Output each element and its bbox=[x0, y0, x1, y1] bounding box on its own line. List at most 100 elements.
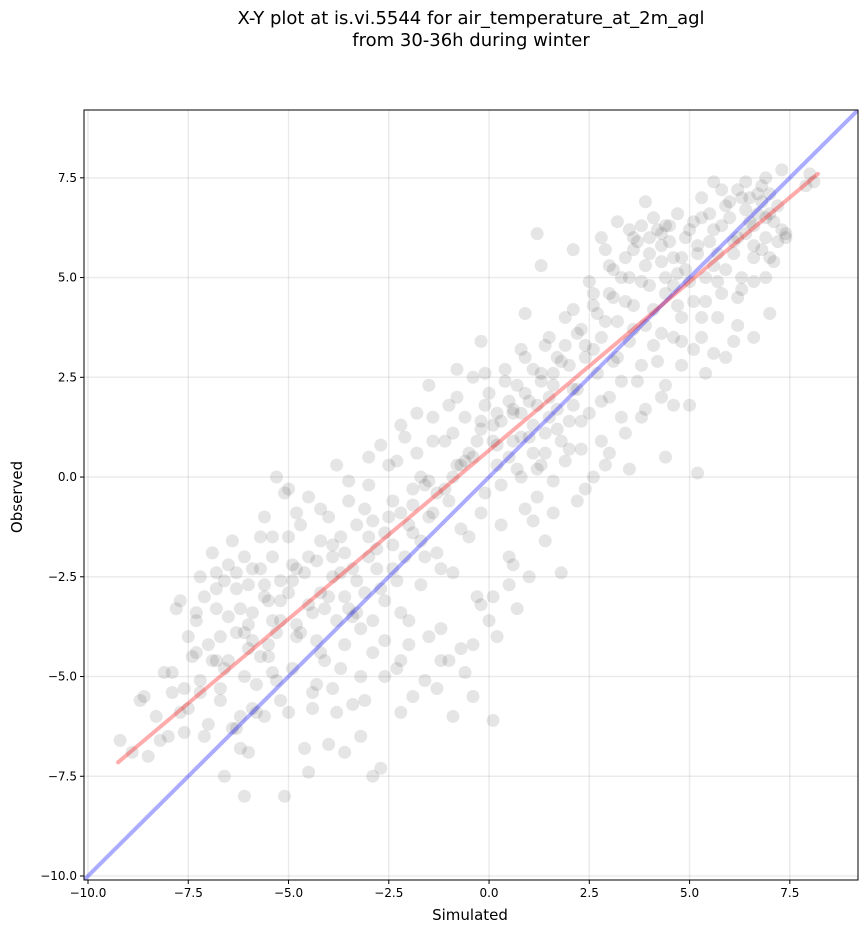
data-point bbox=[406, 482, 420, 496]
data-point bbox=[209, 566, 223, 580]
data-point bbox=[394, 606, 408, 620]
data-point bbox=[614, 271, 628, 285]
data-point bbox=[558, 454, 572, 468]
data-point bbox=[466, 450, 480, 464]
data-point bbox=[450, 458, 464, 472]
data-point bbox=[233, 602, 247, 616]
data-point bbox=[542, 330, 556, 344]
data-point bbox=[634, 219, 648, 233]
data-point bbox=[542, 390, 556, 404]
data-point bbox=[755, 195, 769, 209]
data-point bbox=[514, 470, 528, 484]
data-point bbox=[638, 195, 652, 209]
data-point bbox=[294, 518, 308, 532]
data-point bbox=[350, 518, 364, 532]
data-point bbox=[554, 566, 568, 580]
data-point bbox=[558, 338, 572, 352]
data-point bbox=[462, 530, 476, 544]
data-point bbox=[562, 442, 576, 456]
data-point bbox=[225, 721, 239, 735]
data-point bbox=[654, 239, 668, 253]
data-point bbox=[743, 215, 757, 229]
data-point bbox=[265, 614, 279, 628]
data-point bbox=[310, 634, 324, 648]
data-point bbox=[606, 354, 620, 368]
data-point bbox=[410, 446, 424, 460]
data-point bbox=[490, 630, 504, 644]
data-point bbox=[683, 398, 697, 412]
data-point bbox=[286, 662, 300, 676]
data-point bbox=[707, 223, 721, 237]
data-point bbox=[261, 650, 275, 664]
data-point bbox=[763, 251, 777, 265]
data-point bbox=[723, 211, 737, 225]
x-tick-label: −10.0 bbox=[70, 886, 107, 900]
data-point bbox=[534, 366, 548, 380]
data-point bbox=[683, 223, 697, 237]
data-point bbox=[414, 534, 428, 548]
data-point bbox=[326, 550, 340, 564]
data-point bbox=[350, 606, 364, 620]
data-point bbox=[221, 558, 235, 572]
data-point bbox=[193, 685, 207, 699]
data-point bbox=[141, 749, 155, 763]
data-point bbox=[498, 362, 512, 376]
data-point bbox=[687, 215, 701, 229]
data-point bbox=[654, 227, 668, 241]
data-point bbox=[322, 737, 336, 751]
data-point bbox=[362, 478, 376, 492]
data-point bbox=[366, 614, 380, 628]
data-point bbox=[506, 434, 520, 448]
data-point bbox=[438, 434, 452, 448]
data-point bbox=[747, 275, 761, 289]
data-point bbox=[241, 578, 255, 592]
data-point bbox=[318, 654, 332, 668]
data-point bbox=[466, 370, 480, 384]
data-point bbox=[422, 510, 436, 524]
data-point bbox=[370, 542, 384, 556]
data-point bbox=[514, 342, 528, 356]
data-point bbox=[594, 434, 608, 448]
data-point bbox=[378, 634, 392, 648]
data-point bbox=[249, 678, 263, 692]
data-point bbox=[538, 338, 552, 352]
data-point bbox=[699, 366, 713, 380]
identity-line bbox=[84, 110, 858, 880]
data-point bbox=[458, 454, 472, 468]
data-point bbox=[570, 494, 584, 508]
data-point bbox=[755, 243, 769, 257]
data-point bbox=[414, 470, 428, 484]
data-point bbox=[486, 590, 500, 604]
data-point bbox=[173, 594, 187, 608]
data-point bbox=[201, 717, 215, 731]
data-point bbox=[675, 334, 689, 348]
data-point bbox=[634, 275, 648, 289]
data-point bbox=[566, 382, 580, 396]
data-point bbox=[221, 654, 235, 668]
data-point bbox=[245, 701, 259, 715]
data-point bbox=[334, 566, 348, 580]
data-point bbox=[731, 318, 745, 332]
data-point bbox=[695, 330, 709, 344]
data-point bbox=[594, 394, 608, 408]
data-point bbox=[322, 590, 336, 604]
data-point bbox=[318, 602, 332, 616]
data-point bbox=[241, 745, 255, 759]
data-point bbox=[759, 171, 773, 185]
data-point bbox=[245, 634, 259, 648]
data-point bbox=[426, 410, 440, 424]
chart-title-line2: from 30-36h during winter bbox=[352, 30, 590, 51]
data-point bbox=[290, 630, 304, 644]
data-point bbox=[727, 235, 741, 249]
data-point bbox=[578, 338, 592, 352]
data-point bbox=[707, 175, 721, 189]
data-point bbox=[610, 215, 624, 229]
data-point bbox=[618, 251, 632, 265]
data-point bbox=[454, 458, 468, 472]
x-tick-label: −7.5 bbox=[174, 886, 203, 900]
data-point bbox=[354, 622, 368, 636]
data-point bbox=[398, 550, 412, 564]
data-point bbox=[282, 530, 296, 544]
data-point bbox=[486, 713, 500, 727]
